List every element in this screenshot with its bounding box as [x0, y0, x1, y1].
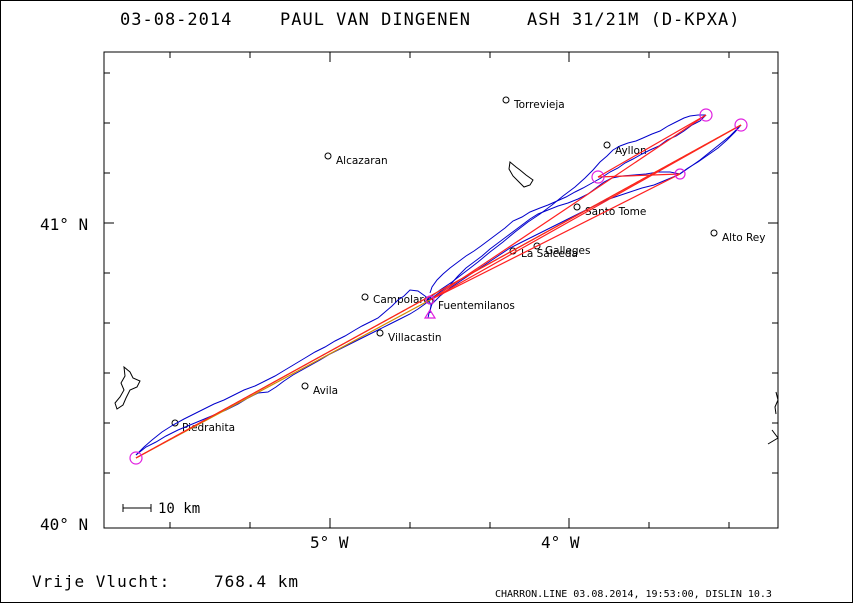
task-leg-2 [597, 114, 707, 178]
place-torrevieja: Torrevieja [513, 99, 565, 111]
track-segment-1 [427, 114, 706, 314]
tick-marks [104, 52, 778, 528]
lat-label-40: 40° N [40, 515, 88, 534]
task-leg-1 [429, 114, 707, 301]
turnpoint-2 [734, 118, 748, 132]
track-segment-4 [135, 297, 433, 456]
glider-type: ASH 31/21M (D-KPXA) [527, 10, 740, 30]
place-alcazaran: Alcazaran [336, 155, 388, 167]
track-segment-2 [429, 114, 707, 294]
place-galleges: Galleges [545, 245, 590, 257]
place-santo-tome: Santo Tome [585, 206, 646, 218]
task-leg-3 [597, 173, 681, 178]
task-legs [135, 114, 742, 459]
turnpoint-1 [699, 108, 713, 122]
place-alto-rey: Alto Rey [722, 232, 765, 244]
track-segment-3 [135, 289, 431, 456]
reservoirs [114, 161, 779, 445]
reservoir-3 [774, 391, 779, 415]
footer-credit: CHARRON.LINE 03.08.2014, 19:53:00, DISLI… [495, 589, 772, 600]
place-la-salceda: La Salceda [521, 248, 578, 260]
task-leg-4 [429, 173, 681, 301]
distance-value: 768.4 km [214, 572, 299, 591]
place-campolaro: Campolaro [373, 294, 430, 306]
place-avila: Avila [313, 385, 338, 397]
distance-label: Vrije Vlucht: [32, 572, 170, 591]
plot-area [103, 51, 779, 529]
place-villacastin: Villacastin [388, 332, 442, 344]
lon-label-5w: 5° W [310, 533, 349, 552]
lat-label-41: 41° N [40, 215, 88, 234]
reservoir-1 [508, 161, 534, 188]
place-fuentemilanos: Fuentemilanos [438, 300, 515, 312]
reservoir-4 [767, 429, 779, 445]
task-leg-8 [135, 124, 742, 459]
place-ayllon: Ayllon [615, 145, 647, 157]
pilot-name: PAUL VAN DINGENEN [280, 10, 471, 30]
lon-label-4w: 4° W [541, 533, 580, 552]
flight-date: 03-08-2014 [120, 10, 232, 30]
place-markers [171, 96, 718, 427]
turnpoint-6 [425, 295, 435, 305]
scale-bar-label: 10 km [158, 501, 200, 517]
scale-bar: 10 km [122, 501, 200, 517]
start-triangle [423, 308, 437, 319]
flight-track [135, 114, 742, 456]
turnpoint-4 [674, 168, 686, 180]
reservoir-2 [114, 365, 141, 410]
turnpoint-3 [591, 170, 605, 184]
turnpoints [129, 108, 748, 465]
turnpoint-5 [129, 451, 143, 465]
